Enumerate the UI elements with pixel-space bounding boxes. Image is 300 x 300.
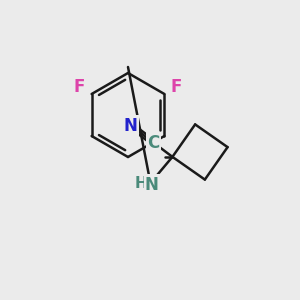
Text: C: C: [148, 134, 160, 152]
Text: F: F: [74, 78, 85, 96]
Text: N: N: [124, 117, 138, 135]
Text: F: F: [171, 78, 182, 96]
Text: H: H: [135, 176, 147, 191]
Text: N: N: [145, 176, 159, 194]
